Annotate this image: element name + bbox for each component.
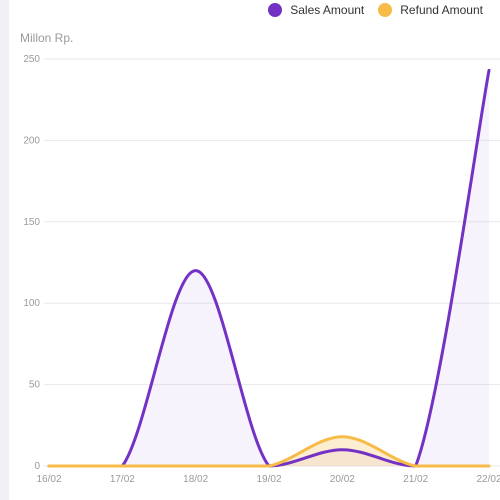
- series-line-refund: [47, 435, 491, 468]
- chart-legend: Sales Amount Refund Amount: [268, 3, 483, 17]
- y-tick-label: 150: [23, 217, 40, 228]
- legend-label-refund: Refund Amount: [400, 3, 483, 17]
- x-tick-label: 18/02: [183, 474, 208, 485]
- x-tick-label: 16/02: [36, 474, 61, 485]
- y-tick-label: 200: [23, 135, 40, 146]
- y-tick-label: 250: [23, 54, 40, 65]
- y-tick-label: 0: [34, 461, 40, 472]
- legend-dot-sales: [268, 3, 283, 17]
- left-edge-strip: [0, 0, 9, 500]
- x-tick-label: 21/02: [403, 474, 428, 485]
- legend-label-sales: Sales Amount: [290, 3, 365, 17]
- series-line-sales: [47, 68, 491, 468]
- x-tick-label: 19/02: [256, 474, 281, 485]
- y-tick-label: 50: [29, 380, 41, 391]
- legend-item-sales[interactable]: Sales Amount: [268, 3, 364, 17]
- x-tick-label: 22/02: [476, 474, 500, 485]
- legend-dot-refund: [378, 3, 393, 17]
- y-tick-label: 100: [23, 298, 40, 309]
- legend-item-refund[interactable]: Refund Amount: [378, 3, 483, 17]
- series-area-sales: [49, 70, 489, 467]
- x-tick-label: 17/02: [110, 474, 135, 485]
- x-tick-label: 20/02: [330, 474, 355, 485]
- y-axis-unit-label: Millon Rp.: [20, 31, 74, 45]
